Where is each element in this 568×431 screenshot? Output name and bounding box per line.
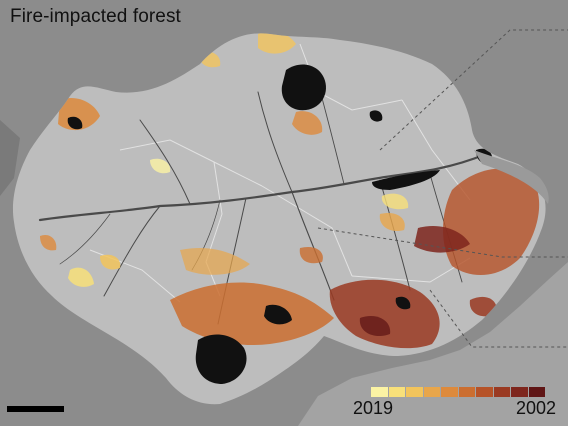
legend-swatch <box>458 387 475 397</box>
year-legend-bar <box>371 387 545 397</box>
legend-swatch <box>441 387 458 397</box>
scale-bar <box>7 406 64 412</box>
legend-swatch <box>371 387 388 397</box>
legend-swatch <box>528 387 545 397</box>
callout-leader-bottom <box>429 289 568 348</box>
map-title: Fire-impacted forest <box>10 6 181 27</box>
fire-impacted-areas <box>40 33 540 349</box>
legend-end-year: 2002 <box>516 398 557 418</box>
legend-swatch <box>511 387 528 397</box>
callout-leaders <box>317 29 568 348</box>
legend-swatch <box>493 387 510 397</box>
legend-start-year: 2019 <box>353 398 394 418</box>
neighbor-land-south <box>298 262 568 426</box>
legend-swatch <box>423 387 440 397</box>
callout-leader-top <box>379 29 568 151</box>
deforested-areas <box>67 64 493 384</box>
legend-swatch <box>388 387 405 397</box>
neighbor-land-west <box>0 120 20 196</box>
legend-swatch <box>476 387 493 397</box>
coastal-shelf <box>474 150 549 204</box>
legend-swatch <box>406 387 423 397</box>
callout-leader-middle <box>317 227 568 258</box>
rivers <box>38 91 488 325</box>
